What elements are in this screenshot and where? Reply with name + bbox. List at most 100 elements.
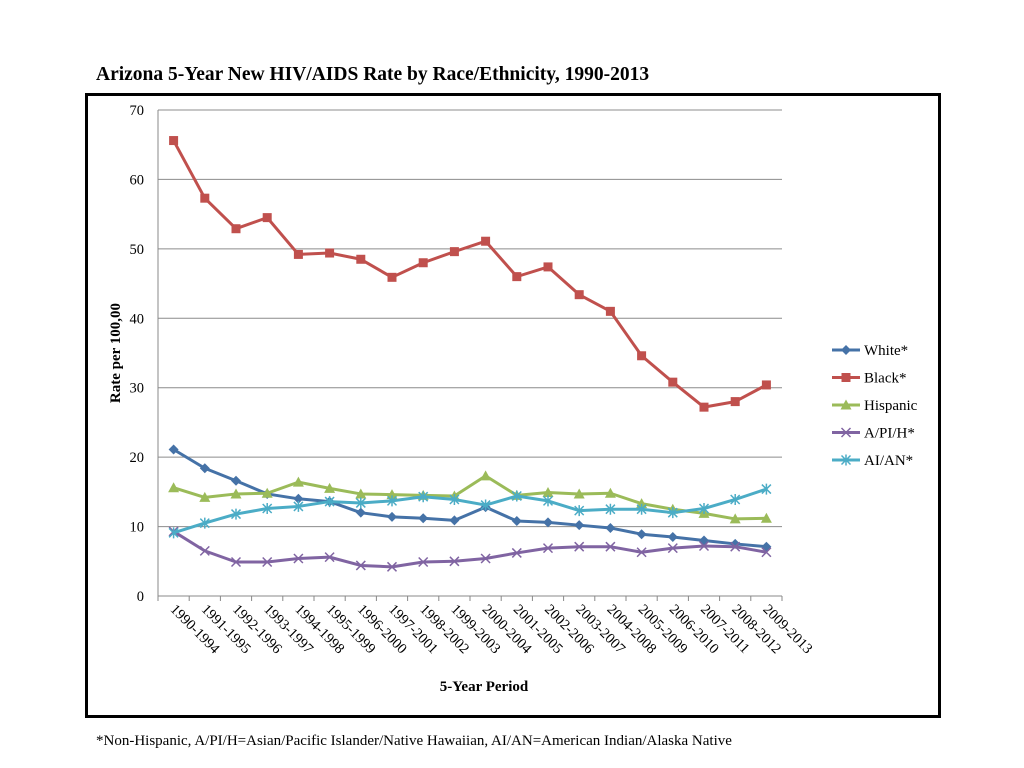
data-point	[481, 236, 491, 246]
data-point	[480, 470, 492, 481]
series-white	[168, 444, 772, 552]
data-point	[761, 483, 772, 495]
data-point	[386, 495, 398, 507]
y-tick-label: 0	[137, 589, 144, 605]
data-point	[511, 547, 522, 558]
data-point	[293, 500, 304, 512]
data-point	[636, 547, 647, 558]
data-point	[574, 505, 585, 517]
data-point	[325, 248, 335, 258]
data-point	[355, 488, 367, 499]
data-point	[324, 496, 335, 508]
legend-item: White*	[832, 343, 908, 359]
series-apih	[168, 526, 772, 572]
series-line	[172, 448, 767, 549]
data-point	[168, 444, 179, 455]
y-tick-label: 40	[130, 311, 145, 327]
legend-marker	[841, 373, 851, 382]
data-point	[573, 488, 585, 499]
data-point	[418, 556, 429, 568]
data-point	[356, 254, 366, 264]
data-point	[511, 516, 522, 527]
data-point	[293, 249, 303, 259]
series-hispanic	[168, 470, 772, 524]
series-lines	[168, 136, 772, 572]
legend-item: Hispanic	[832, 398, 918, 414]
data-point	[292, 476, 304, 487]
data-point	[449, 556, 460, 567]
data-point	[760, 512, 772, 523]
data-point	[231, 224, 241, 234]
data-point	[387, 272, 397, 282]
series-black	[169, 136, 771, 412]
data-point	[511, 490, 522, 502]
data-point	[543, 262, 553, 272]
data-point	[199, 491, 211, 502]
data-point	[449, 247, 459, 257]
data-point	[355, 507, 366, 518]
y-axis-ticks: 0 10 20 30 40 50 60 70	[130, 103, 145, 605]
chart-frame	[85, 93, 941, 718]
data-point	[293, 493, 304, 504]
data-point	[231, 475, 241, 486]
data-point	[355, 560, 366, 571]
legend-item: A/PI/H*	[832, 426, 915, 442]
data-point	[449, 515, 460, 526]
data-point	[230, 488, 242, 499]
data-point	[387, 511, 397, 522]
data-point	[168, 527, 179, 539]
y-tick-label: 20	[130, 450, 145, 466]
y-tick-label: 30	[130, 381, 145, 397]
legend-marker	[840, 399, 852, 410]
data-point	[418, 513, 429, 524]
y-tick-label: 60	[130, 172, 145, 188]
y-axis-title: Rate per 100,00	[108, 303, 124, 403]
data-point	[667, 507, 678, 519]
data-point	[262, 503, 273, 515]
data-point	[636, 529, 647, 540]
data-point	[262, 556, 273, 568]
data-point	[230, 556, 242, 568]
data-point	[199, 463, 210, 474]
series-aian	[168, 483, 772, 539]
data-point	[199, 517, 210, 529]
data-point	[667, 531, 678, 542]
legend-label: Black*	[864, 371, 907, 387]
data-point	[761, 380, 771, 390]
data-point	[230, 508, 242, 520]
data-point	[418, 491, 429, 503]
data-point	[574, 541, 585, 552]
x-axis-title: 5-Year Period	[440, 679, 529, 695]
data-point	[542, 543, 554, 554]
x-axis-ticks: 1990-19941991-19951992-19961993-19971994…	[157, 596, 815, 658]
data-point	[699, 402, 709, 412]
data-point	[512, 272, 522, 282]
legend-label: Hispanic	[864, 398, 918, 414]
data-point	[324, 552, 335, 563]
data-point	[667, 543, 678, 554]
data-point	[699, 535, 709, 546]
data-point	[480, 499, 491, 511]
legend-marker	[841, 345, 851, 355]
data-point	[574, 520, 585, 531]
legend-item: AI/AN*	[832, 453, 913, 469]
data-point	[543, 517, 553, 528]
footnote: *Non-Hispanic, A/PI/H=Asian/Pacific Isla…	[96, 733, 732, 749]
y-tick-label: 50	[130, 242, 145, 258]
data-point	[355, 497, 366, 509]
data-point	[542, 487, 554, 498]
data-point	[293, 553, 304, 564]
data-point	[605, 541, 616, 552]
data-point	[605, 306, 615, 316]
legend-label: AI/AN*	[864, 453, 913, 469]
y-tick-label: 10	[130, 520, 145, 536]
data-point	[636, 503, 647, 515]
legend-marker	[840, 427, 852, 438]
data-point	[261, 487, 273, 498]
data-point	[730, 397, 740, 407]
data-point	[168, 482, 180, 493]
series-line	[172, 530, 767, 569]
data-point	[386, 489, 398, 500]
data-point	[698, 503, 710, 515]
data-point	[668, 377, 678, 387]
